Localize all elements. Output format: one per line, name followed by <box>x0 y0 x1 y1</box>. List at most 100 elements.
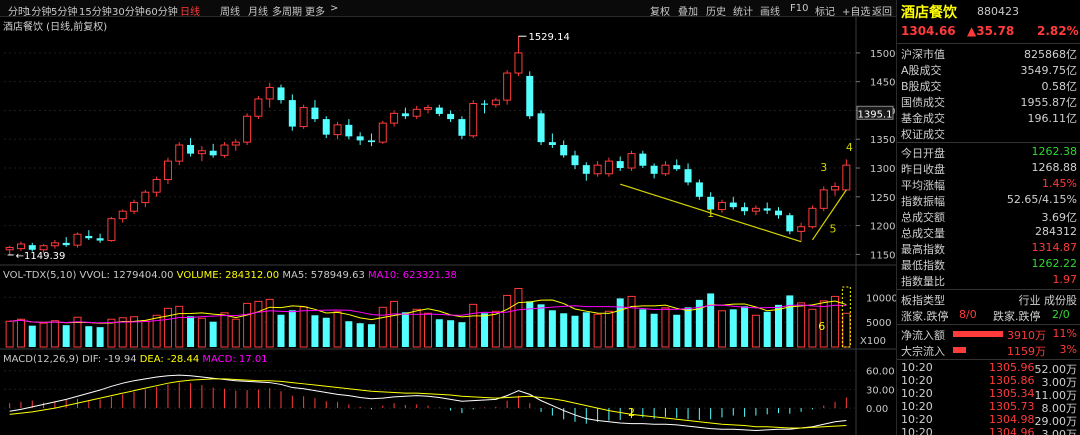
timeframe-9[interactable]: 多周期 <box>272 7 302 18</box>
timeframe-5[interactable]: 60分钟 <box>145 7 178 18</box>
volume-bar-up <box>469 303 478 348</box>
tool-button-4[interactable]: 画线 <box>760 7 780 18</box>
trade-qty: 3.00万 <box>1041 376 1078 389</box>
current-price-tag <box>856 105 894 120</box>
timeframe-6[interactable]: 日线 <box>180 7 200 18</box>
candle-down <box>616 161 624 169</box>
candle-down <box>526 75 534 117</box>
volume-bar-down <box>96 327 104 347</box>
high-label: 1529.14 <box>528 32 569 43</box>
stat-row-label: 最低指数 <box>901 259 945 272</box>
volume-bar-down <box>650 313 658 347</box>
candle-down <box>96 238 104 241</box>
macd-header-part-3: MACD: 17.01 <box>202 354 267 365</box>
volume-bar-up <box>299 306 308 348</box>
volume-bar-up <box>627 295 636 348</box>
candle-down <box>707 196 715 210</box>
tool-button-8[interactable]: 返回 <box>872 7 892 18</box>
candle-up <box>378 122 387 143</box>
stat-row-value: 52.65/4.15% <box>1006 193 1077 206</box>
macd-dea-line <box>9 378 847 429</box>
panel-separator <box>897 324 1080 325</box>
timeframe-7[interactable]: 周线 <box>220 7 240 18</box>
trade-price: 1305.73 <box>989 400 1035 413</box>
price-tick-label: 1350 <box>870 135 895 146</box>
wave-label-3: 3 <box>820 161 827 174</box>
volume-bar-down <box>571 315 579 347</box>
candle-up <box>265 86 274 100</box>
candle-down <box>741 207 749 212</box>
tool-button-3[interactable]: 统计 <box>733 7 753 18</box>
candle-up <box>604 160 613 175</box>
candle-down <box>277 87 285 101</box>
candle-up <box>163 160 172 181</box>
volume-bar-up <box>16 318 25 348</box>
volume-header-part-3: MA5: 578949.63 <box>282 270 368 281</box>
volume-bar-up <box>661 307 670 348</box>
stat-row-value: 1.45% <box>1042 177 1077 190</box>
candle-down <box>763 208 771 211</box>
volume-ma10-line <box>9 304 847 324</box>
volume-bar-down <box>616 298 624 347</box>
stat-row-label: 指数量比 <box>901 275 945 288</box>
index-change: ▲35.78 <box>967 24 1015 38</box>
timeframe-3[interactable]: 15分钟 <box>79 7 112 18</box>
stat-row: 平均涨幅 1.45% <box>897 176 1080 192</box>
market-row-label: 基金成交 <box>901 112 945 125</box>
candle-up <box>231 141 240 146</box>
wave-label-5: 5 <box>830 222 837 235</box>
candle-down <box>209 150 217 156</box>
volume-bar-up <box>254 300 263 348</box>
wave-label-1: 1 <box>707 207 714 220</box>
kline-svg[interactable]: 150014501400135013001250120011501395.115… <box>0 17 898 435</box>
market-row-label: A股成交 <box>901 64 942 77</box>
tool-button-0[interactable]: 复权 <box>650 7 670 18</box>
volume-bar-down <box>187 316 195 347</box>
candle-up <box>299 107 308 128</box>
panel-separator <box>897 43 1080 44</box>
price-tick-label: 1250 <box>870 193 895 204</box>
timeframe-4[interactable]: 30分钟 <box>112 7 145 18</box>
volume-bar-up <box>378 306 387 348</box>
tool-button-5[interactable]: F10 <box>790 3 809 14</box>
stat-row-value: 3.69亿 <box>1041 211 1078 224</box>
market-row-value: 3549.75亿 <box>1020 64 1078 77</box>
candle-up <box>118 210 127 220</box>
current-price-tag-label: 1395.1 <box>858 109 893 120</box>
tool-button-1[interactable]: 叠加 <box>678 7 698 18</box>
stat-row-label: 总成交额 <box>901 211 945 224</box>
timeframe-10[interactable]: 更多 <box>305 7 325 18</box>
volume-bar-up <box>130 316 139 348</box>
board-type-value[interactable]: 行业 成份股 <box>1018 294 1078 307</box>
timeframe-1[interactable]: 1分钟 <box>25 7 52 18</box>
flow-label: 净流入额 <box>901 329 945 342</box>
index-code: 880423 <box>977 5 1019 18</box>
more-chevron-icon[interactable]: > <box>330 3 339 14</box>
timeframe-8[interactable]: 月线 <box>248 7 268 18</box>
candle-down <box>356 136 364 141</box>
volume-bar-up <box>390 300 399 348</box>
trade-row: 10:20 1304.98 29.00万 <box>897 413 1080 428</box>
flow-bar <box>953 347 966 353</box>
tool-button-6[interactable]: 标记 <box>815 7 835 18</box>
candle-up <box>423 107 433 110</box>
trade-price: 1305.34 <box>989 387 1035 400</box>
chart-area[interactable]: 150014501400135013001250120011501395.115… <box>0 17 898 435</box>
tool-button-2[interactable]: 历史 <box>706 7 726 18</box>
candle-up <box>503 72 512 101</box>
candle-up <box>842 164 851 191</box>
timeframe-0[interactable]: 分时 <box>8 7 28 18</box>
volume-bar-up <box>141 320 150 348</box>
candle-up <box>243 115 252 143</box>
volume-bar-down <box>62 325 70 347</box>
trade-qty: 3.00万 <box>1041 428 1078 435</box>
tool-button-7[interactable]: +自选 <box>842 7 871 18</box>
candle-down <box>775 210 783 216</box>
volume-bar-up <box>808 308 817 348</box>
volume-header: VOL-TDX(5,10) VVOL: 1279404.00 VOLUME: 2… <box>3 270 457 281</box>
timeframe-2[interactable]: 5分钟 <box>51 7 78 18</box>
candle-up <box>220 144 229 156</box>
volume-bar-up <box>243 302 252 348</box>
trade-row: 10:20 1304.96 3.00万 <box>897 426 1080 435</box>
